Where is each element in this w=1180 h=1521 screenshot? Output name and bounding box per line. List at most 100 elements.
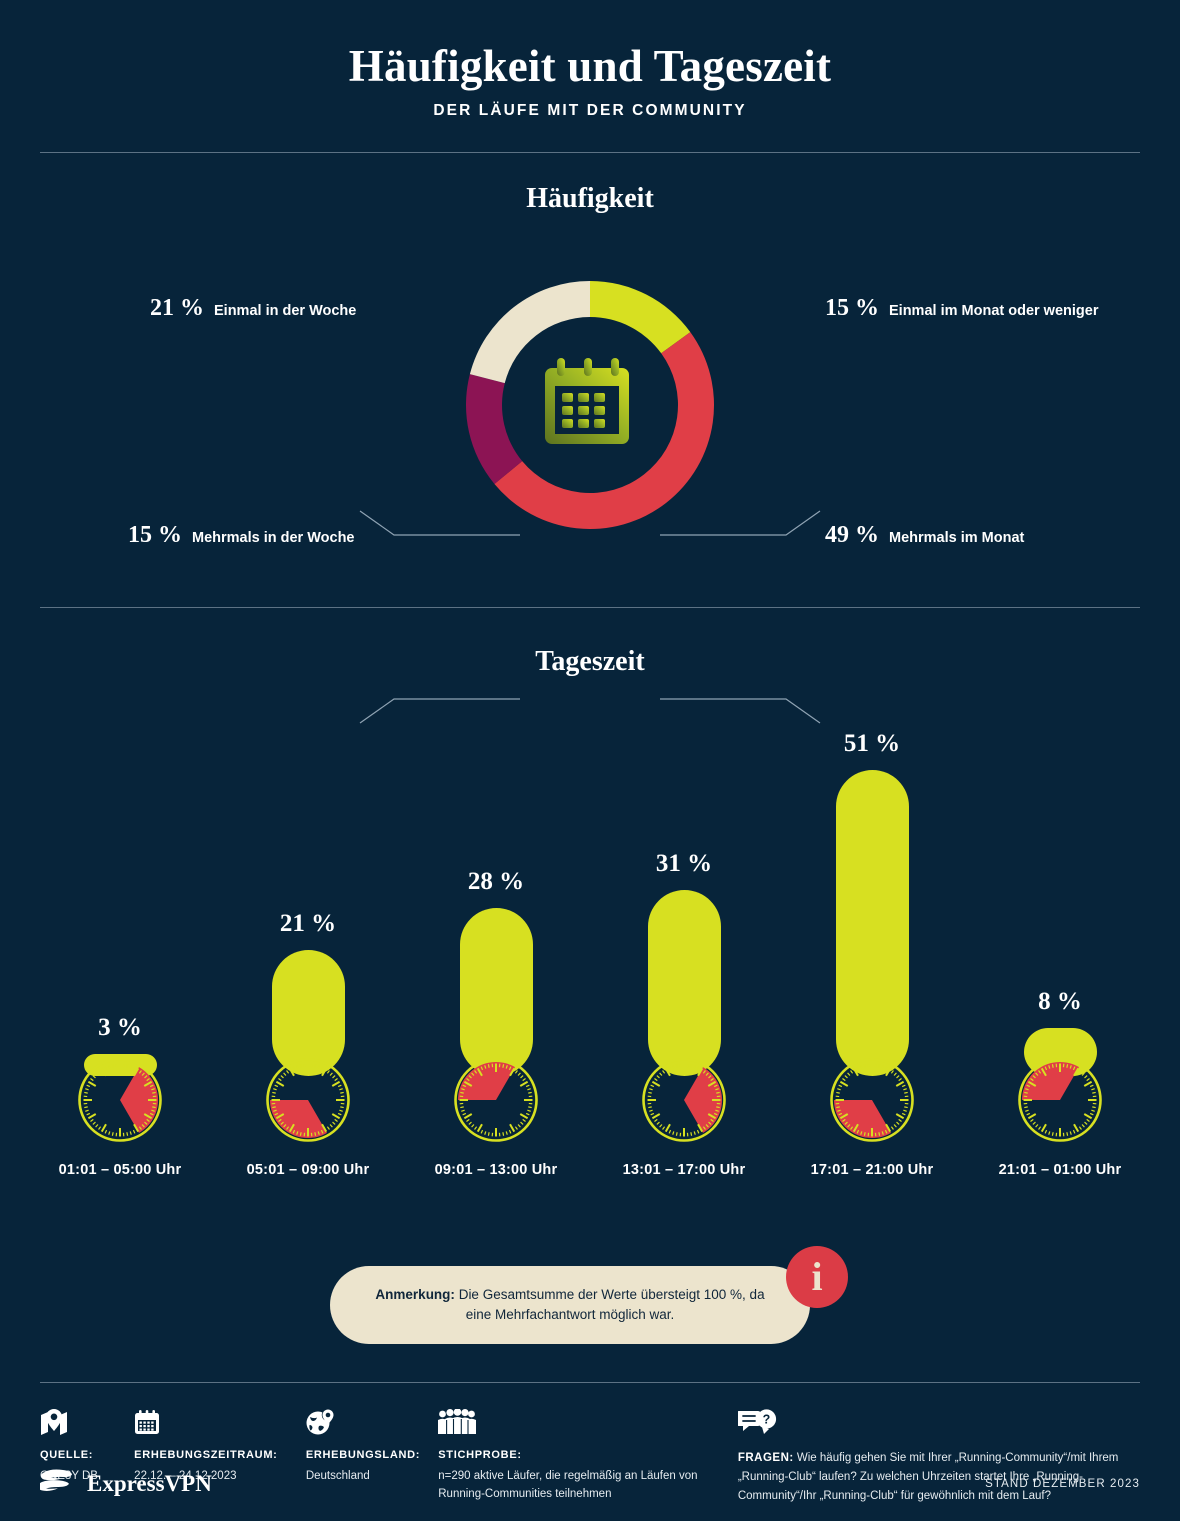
- footer-head: STICHPROBE:: [438, 1449, 522, 1461]
- globe-pin-icon: [306, 1409, 438, 1435]
- clock-column: 01:01 – 05:00 Uhr: [40, 1056, 200, 1178]
- bar-chart-bars: 3 % 21 % 28 % 31 % 51 % 8 %: [40, 730, 1140, 1076]
- footer-head: ERHEBUNGSZEITRAUM:: [134, 1449, 278, 1461]
- speech-bubbles-icon: ?: [737, 1409, 1140, 1435]
- donut-label-mehrmals-monat: 49 % Mehrmals im Monat: [825, 522, 1024, 549]
- bar-column: 28 %: [416, 868, 576, 1076]
- stand-date: STAND DEZEMBER 2023: [985, 1477, 1140, 1490]
- donut-segment: [469, 281, 590, 384]
- footer-body: Deutschland: [305, 1470, 370, 1482]
- leader-line-top-left: [359, 505, 520, 555]
- clock-time-label: 05:01 – 09:00 Uhr: [246, 1162, 370, 1178]
- footer-questions-body: Wie häufig gehen Sie mit Ihrer „Running-…: [737, 1452, 1119, 1502]
- bar-value-label: 51 %: [843, 730, 901, 757]
- calendar-icon: [538, 353, 642, 457]
- donut-label-einmal-woche: 21 % Einmal in der Woche: [150, 295, 356, 322]
- expressvpn-mark-icon: [38, 1468, 74, 1499]
- footer-item-stichprobe: STICHPROBE: n=290 aktive Läufer, die reg…: [438, 1409, 718, 1506]
- bar: [271, 950, 345, 1076]
- annotation-block: Anmerkung: Die Gesamtsumme der Werte übe…: [0, 1246, 1180, 1366]
- footer-meta: QUELLE: ONE8Y DB: [40, 1409, 1140, 1506]
- bar-value-label: 21 %: [279, 910, 337, 937]
- bar-chart-block: 3 % 21 % 28 % 31 % 51 % 8 % 01:01 – 05:00 Uhr…: [0, 698, 1180, 1238]
- clock-icon: [454, 1058, 538, 1142]
- bar-column: 21 %: [228, 910, 388, 1076]
- footer-item-zeitraum: ERHEBUNGSZEITRAUM: 22.12. – 24.12.2023: [134, 1409, 306, 1506]
- annotation-text: Anmerkung: Die Gesamtsumme der Werte übe…: [364, 1285, 776, 1326]
- leader-line-bottom-right: [660, 675, 821, 725]
- bar-value-label: 31 %: [655, 850, 713, 877]
- bar-column: 31 %: [604, 850, 764, 1076]
- clock-icon: [830, 1058, 914, 1142]
- svg-text:?: ?: [762, 1413, 770, 1427]
- section-divider: [40, 607, 1140, 608]
- map-pin-icon: [40, 1409, 134, 1435]
- footer-body: 22.12. – 24.12.2023: [134, 1470, 237, 1482]
- bar: [835, 770, 909, 1076]
- bars-section-title: Tageszeit: [535, 646, 645, 677]
- info-badge-icon: i: [786, 1246, 848, 1308]
- clock-column: 09:01 – 13:00 Uhr: [416, 1056, 576, 1178]
- bar-value-label: 8 %: [1038, 988, 1082, 1015]
- clock-column: 13:01 – 17:00 Uhr: [604, 1056, 764, 1178]
- clock-column: 05:01 – 09:00 Uhr: [228, 1056, 388, 1178]
- bar-column: 51 %: [792, 730, 952, 1076]
- bar: [647, 890, 721, 1076]
- bar-value-label: 3 %: [98, 1014, 142, 1041]
- clock-icon: [642, 1058, 726, 1142]
- clock-icon: [1018, 1058, 1102, 1142]
- donut-label-pct: 15 %: [825, 295, 879, 321]
- footer-questions-head: FRAGEN:: [737, 1452, 794, 1464]
- clock-time-label: 17:01 – 21:00 Uhr: [810, 1162, 934, 1178]
- annotation-box: Anmerkung: Die Gesamtsumme der Werte übe…: [330, 1266, 810, 1344]
- footer-body: n=290 aktive Läufer, die regelmäßig an L…: [438, 1470, 698, 1500]
- clock-time-label: 13:01 – 17:00 Uhr: [622, 1162, 746, 1178]
- annotation-bold: Anmerkung:: [375, 1286, 455, 1302]
- footer-head: QUELLE:: [40, 1449, 94, 1461]
- header: Häufigkeit und Tageszeit DER LÄUFE MIT D…: [0, 0, 1180, 120]
- clock-column: 21:01 – 01:00 Uhr: [980, 1056, 1140, 1178]
- donut-label-text: Mehrmals in der Woche: [192, 530, 355, 546]
- calendar-icon: [134, 1409, 306, 1435]
- donut-label-text: Einmal in der Woche: [214, 303, 357, 319]
- footer-divider: [40, 1382, 1140, 1383]
- donut-label-einmal-monat: 15 % Einmal im Monat oder weniger: [825, 295, 1098, 322]
- header-divider: [40, 152, 1140, 153]
- donut-segment: [494, 332, 714, 529]
- page-subtitle: DER LÄUFE MIT DER COMMUNITY: [433, 102, 747, 119]
- donut-label-pct: 15 %: [128, 522, 182, 548]
- expressvpn-wordmark: ExpressVPN: [87, 1470, 212, 1496]
- footer-questions-text: FRAGEN: Wie häufig gehen Sie mit Ihrer „…: [738, 1449, 1140, 1506]
- expressvpn-logo[interactable]: ExpressVPN: [38, 1468, 212, 1499]
- donut-chart-block: 21 % Einmal in der Woche 15 % Mehrmals i…: [0, 237, 1180, 724]
- clock-time-label: 09:01 – 13:00 Uhr: [434, 1162, 558, 1178]
- clock-time-label: 21:01 – 01:00 Uhr: [998, 1162, 1122, 1178]
- page-title: Häufigkeit und Tageszeit: [348, 41, 832, 91]
- clock-icon: [78, 1058, 162, 1142]
- annotation-body: Die Gesamtsumme der Werte übersteigt 100…: [454, 1286, 765, 1322]
- brand-row: ExpressVPN STAND DEZEMBER 2023: [38, 1468, 1140, 1499]
- donut-label-mehrmals-woche: 15 % Mehrmals in der Woche: [128, 522, 355, 549]
- donut-label-text: Mehrmals im Monat: [889, 530, 1025, 546]
- donut-segment: [590, 281, 691, 354]
- bar-value-label: 28 %: [467, 868, 525, 895]
- donut-label-pct: 21 %: [150, 295, 204, 321]
- leader-line-bottom-left: [359, 675, 520, 725]
- donut-label-pct: 49 %: [825, 522, 879, 548]
- donut-section-title: Häufigkeit: [526, 183, 654, 214]
- donut-label-text: Einmal im Monat oder weniger: [889, 303, 1099, 319]
- footer-item-fragen: ? FRAGEN: Wie häufig gehen Sie mit Ihrer…: [737, 1409, 1140, 1506]
- bar-chart-clocks: 01:01 – 05:00 Uhr 05:01 – 09:00 Uhr 09:0…: [40, 1056, 1140, 1178]
- donut-segment: [466, 374, 523, 485]
- clock-time-label: 01:01 – 05:00 Uhr: [58, 1162, 182, 1178]
- footer-head: ERHEBUNGSLAND:: [305, 1449, 421, 1461]
- people-icon: [438, 1409, 718, 1435]
- bar: [459, 908, 533, 1076]
- clock-icon: [266, 1058, 350, 1142]
- clock-column: 17:01 – 21:00 Uhr: [792, 1056, 952, 1178]
- donut-chart: [466, 281, 714, 529]
- donut-svg: [466, 281, 714, 529]
- footer-item-land: ERHEBUNGSLAND: Deutschland: [306, 1409, 438, 1506]
- leader-line-top-right: [660, 505, 821, 555]
